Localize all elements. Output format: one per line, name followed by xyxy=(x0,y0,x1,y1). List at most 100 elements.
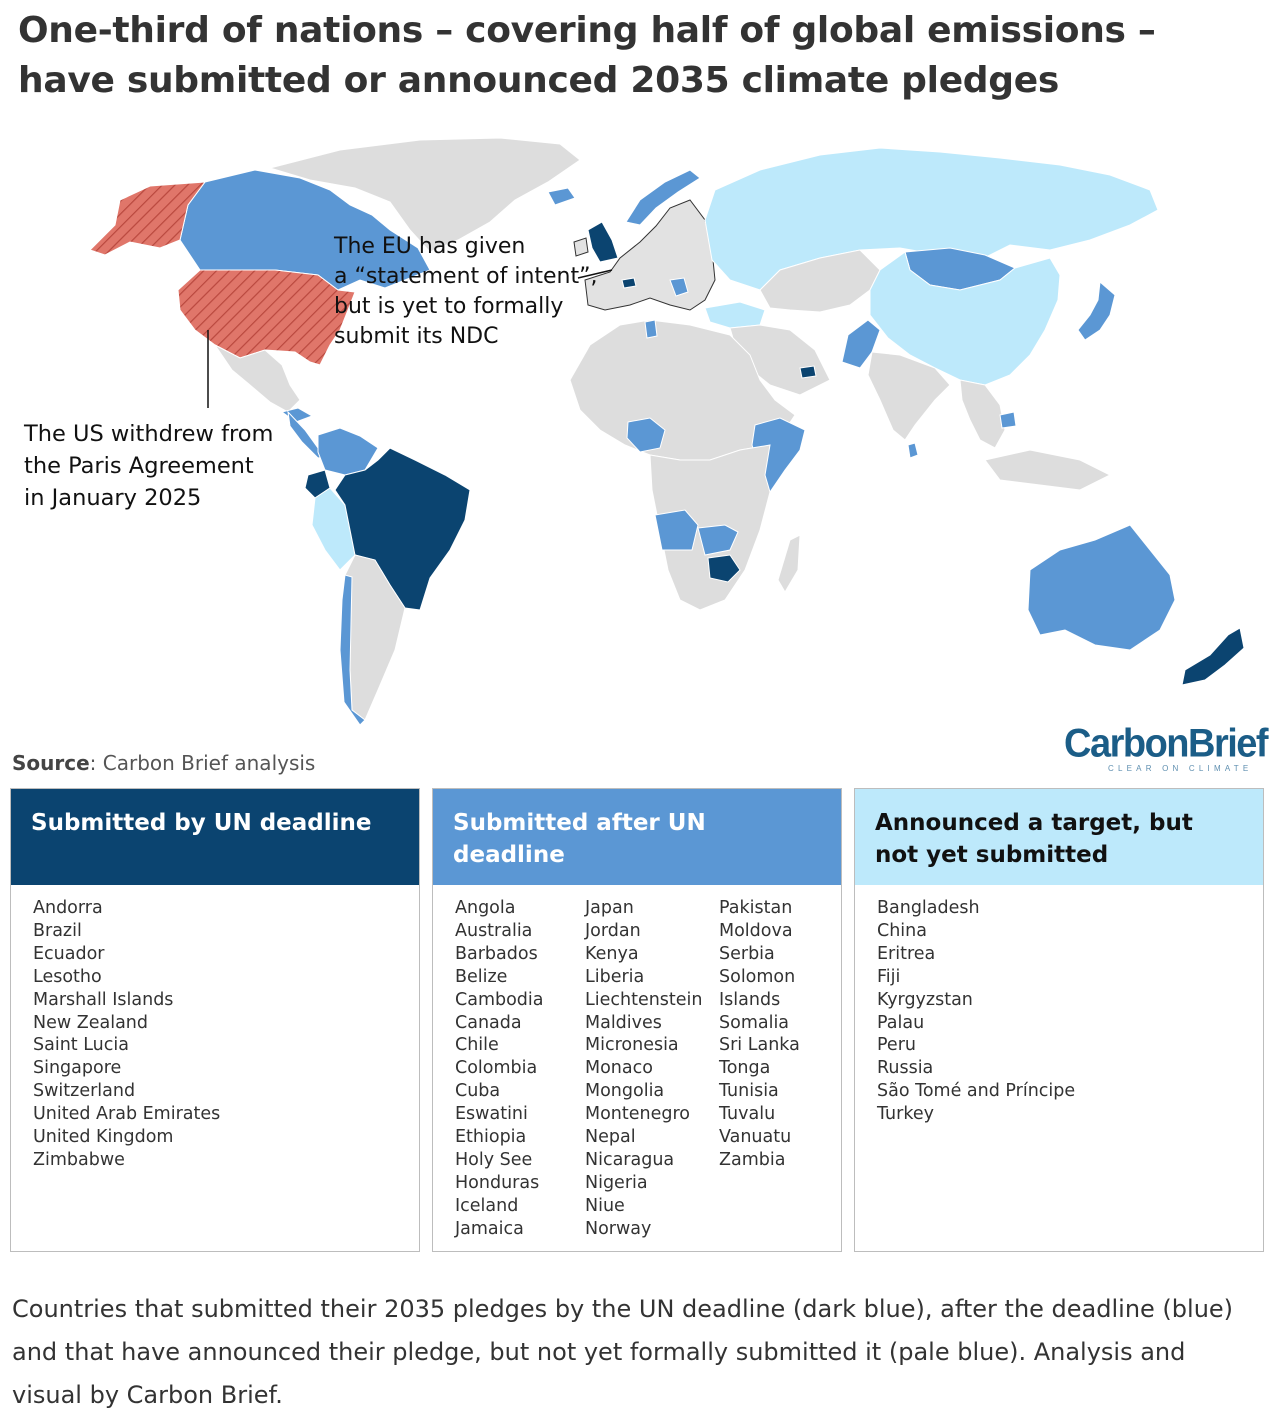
united-kingdom xyxy=(587,221,619,263)
country-list-item: Kenya xyxy=(585,943,639,964)
mexico xyxy=(214,344,301,413)
country-list-item: Tunisia xyxy=(719,1081,779,1102)
india xyxy=(867,351,951,441)
country-list-item: Liberia xyxy=(585,966,645,987)
country-list-item: Honduras xyxy=(455,1172,540,1193)
country-list-item: Zambia xyxy=(719,1149,786,1170)
country-list-item: Chile xyxy=(455,1035,499,1056)
country-list: Andorra Brazil Ecuador Lesotho Marshall Isla… xyxy=(33,897,393,1172)
title-line-1: One-third of nations – covering half of … xyxy=(18,10,1156,51)
country-list-item: Switzerland xyxy=(33,1081,136,1102)
country-list-item: Barbados xyxy=(455,943,538,964)
country-list-item: Holy See xyxy=(455,1149,533,1170)
eu-annotation: The EU has given a “statement of intent”… xyxy=(334,232,598,352)
source-note: Source: Carbon Brief analysis xyxy=(12,751,315,775)
eu-annotation-line-3: but is yet to formally xyxy=(334,294,564,319)
country-list-item: Cambodia xyxy=(455,989,544,1010)
country-list-item: Solomon xyxy=(719,966,796,987)
country-list-item: Mongolia xyxy=(585,1081,665,1102)
country-list-item: São Tomé and Príncipe xyxy=(877,1081,1076,1102)
country-list-item: Eritrea xyxy=(877,943,936,964)
country-list-item: Sri Lanka xyxy=(719,1035,800,1056)
country-list-item: Maldives xyxy=(585,1012,662,1033)
country-list-item: Eswatini xyxy=(455,1104,528,1125)
norway xyxy=(625,169,701,226)
figure-caption: Countries that submitted their 2035 pled… xyxy=(12,1295,1234,1409)
carbon-brief-logo: CarbonBrief CLEAR ON CLIMATE xyxy=(1064,721,1269,773)
country-list-item: Cuba xyxy=(455,1081,501,1102)
us-annotation-line-1: The US withdrew from xyxy=(24,421,274,447)
country-list-item: Japan xyxy=(585,898,634,918)
nigeria xyxy=(626,417,666,453)
country-list-item: New Zealand xyxy=(33,1012,148,1033)
country-list-item: Jamaica xyxy=(455,1218,524,1239)
turkey xyxy=(704,301,766,329)
country-list-item: Kyrgyzstan xyxy=(877,989,973,1010)
panel-body: Angola Australia Barbados Belize Cambodia Can… xyxy=(433,885,841,1241)
country-list-item: Niue xyxy=(585,1195,625,1216)
chart-title: One-third of nations – covering half of … xyxy=(18,6,1258,106)
country-list: Bangladesh China Eritrea Fiji Kyrgyzstan Pala… xyxy=(877,897,1237,1126)
country-list-item: Ecuador xyxy=(33,943,105,964)
country-list-item: United Kingdom xyxy=(33,1127,174,1148)
country-list-item: Islands xyxy=(719,989,781,1010)
panel-announced-not-submitted: Announced a target, but not yet submitte… xyxy=(854,788,1264,1252)
country-list-item: Micronesia xyxy=(585,1035,679,1056)
southeast-asia xyxy=(959,379,1112,491)
country-list-item: Nepal xyxy=(585,1127,636,1148)
country-list-item: Fiji xyxy=(877,966,901,987)
panel-submitted-after-deadline: Submitted after UN deadline Angola Austra… xyxy=(432,788,842,1252)
us-annotation: The US withdrew from the Paris Agreement… xyxy=(24,418,273,514)
uae xyxy=(799,365,817,379)
china xyxy=(869,251,1061,386)
country-list-item: Nigeria xyxy=(585,1172,648,1193)
country-list-item: Iceland xyxy=(455,1195,519,1216)
balkans xyxy=(669,277,689,297)
madagascar xyxy=(777,534,801,593)
country-list-item: Jordan xyxy=(585,920,641,941)
switzerland xyxy=(621,277,637,289)
country-list-item: Serbia xyxy=(719,943,775,964)
cambodia xyxy=(999,411,1017,429)
country-list-item: Vanuatu xyxy=(719,1127,792,1148)
country-list-item: Singapore xyxy=(33,1058,122,1079)
country-list: Pakistan Moldova Serbia Solomon Islands Somal… xyxy=(719,897,829,1241)
panel-header: Submitted after UN deadline xyxy=(433,789,841,885)
country-list-item: Liechtenstein xyxy=(585,989,703,1010)
country-list-item: Lesotho xyxy=(33,966,102,987)
zimbabwe xyxy=(707,554,741,583)
country-list-item: Bangladesh xyxy=(877,898,980,918)
sri-lanka xyxy=(907,442,919,459)
panel-header: Submitted by UN deadline xyxy=(11,789,419,885)
eu-annotation-line-4: submit its NDC xyxy=(334,324,499,349)
country-list-item: Tuvalu xyxy=(719,1104,776,1125)
brazil xyxy=(334,447,471,611)
country-list: Angola Australia Barbados Belize Cambodia Can… xyxy=(455,897,585,1241)
alaska xyxy=(89,181,207,256)
japan xyxy=(1077,280,1116,341)
logo-wordmark: CarbonBrief xyxy=(1064,721,1269,767)
country-list-item: Zimbabwe xyxy=(33,1149,125,1170)
panel-submitted-by-deadline: Submitted by UN deadline Andorra Brazil Ec… xyxy=(10,788,420,1252)
country-list-item: Saint Lucia xyxy=(33,1035,129,1056)
australia xyxy=(1027,524,1176,651)
country-list-item: Peru xyxy=(877,1035,916,1056)
united-states xyxy=(177,269,356,366)
country-list-item: Brazil xyxy=(33,920,82,941)
country-list-item: Turkey xyxy=(877,1104,934,1125)
tunisia xyxy=(644,319,658,339)
country-list-item: Norway xyxy=(585,1218,652,1239)
country-list-item: Angola xyxy=(455,898,516,918)
country-list-item: Ethiopia xyxy=(455,1127,527,1148)
panel-header: Announced a target, but not yet submitte… xyxy=(855,789,1263,885)
country-list-item: Pakistan xyxy=(719,898,793,918)
country-list-item: Moldova xyxy=(719,920,793,941)
angola xyxy=(654,509,699,551)
iceland xyxy=(547,187,576,206)
eu-callout-line xyxy=(577,269,613,279)
ireland xyxy=(573,237,589,257)
zambia xyxy=(697,524,739,556)
us-annotation-line-2: the Paris Agreement xyxy=(24,453,254,479)
panel-body: Bangladesh China Eritrea Fiji Kyrgyzstan Pala… xyxy=(855,885,1263,1126)
country-list-item: Russia xyxy=(877,1058,934,1079)
